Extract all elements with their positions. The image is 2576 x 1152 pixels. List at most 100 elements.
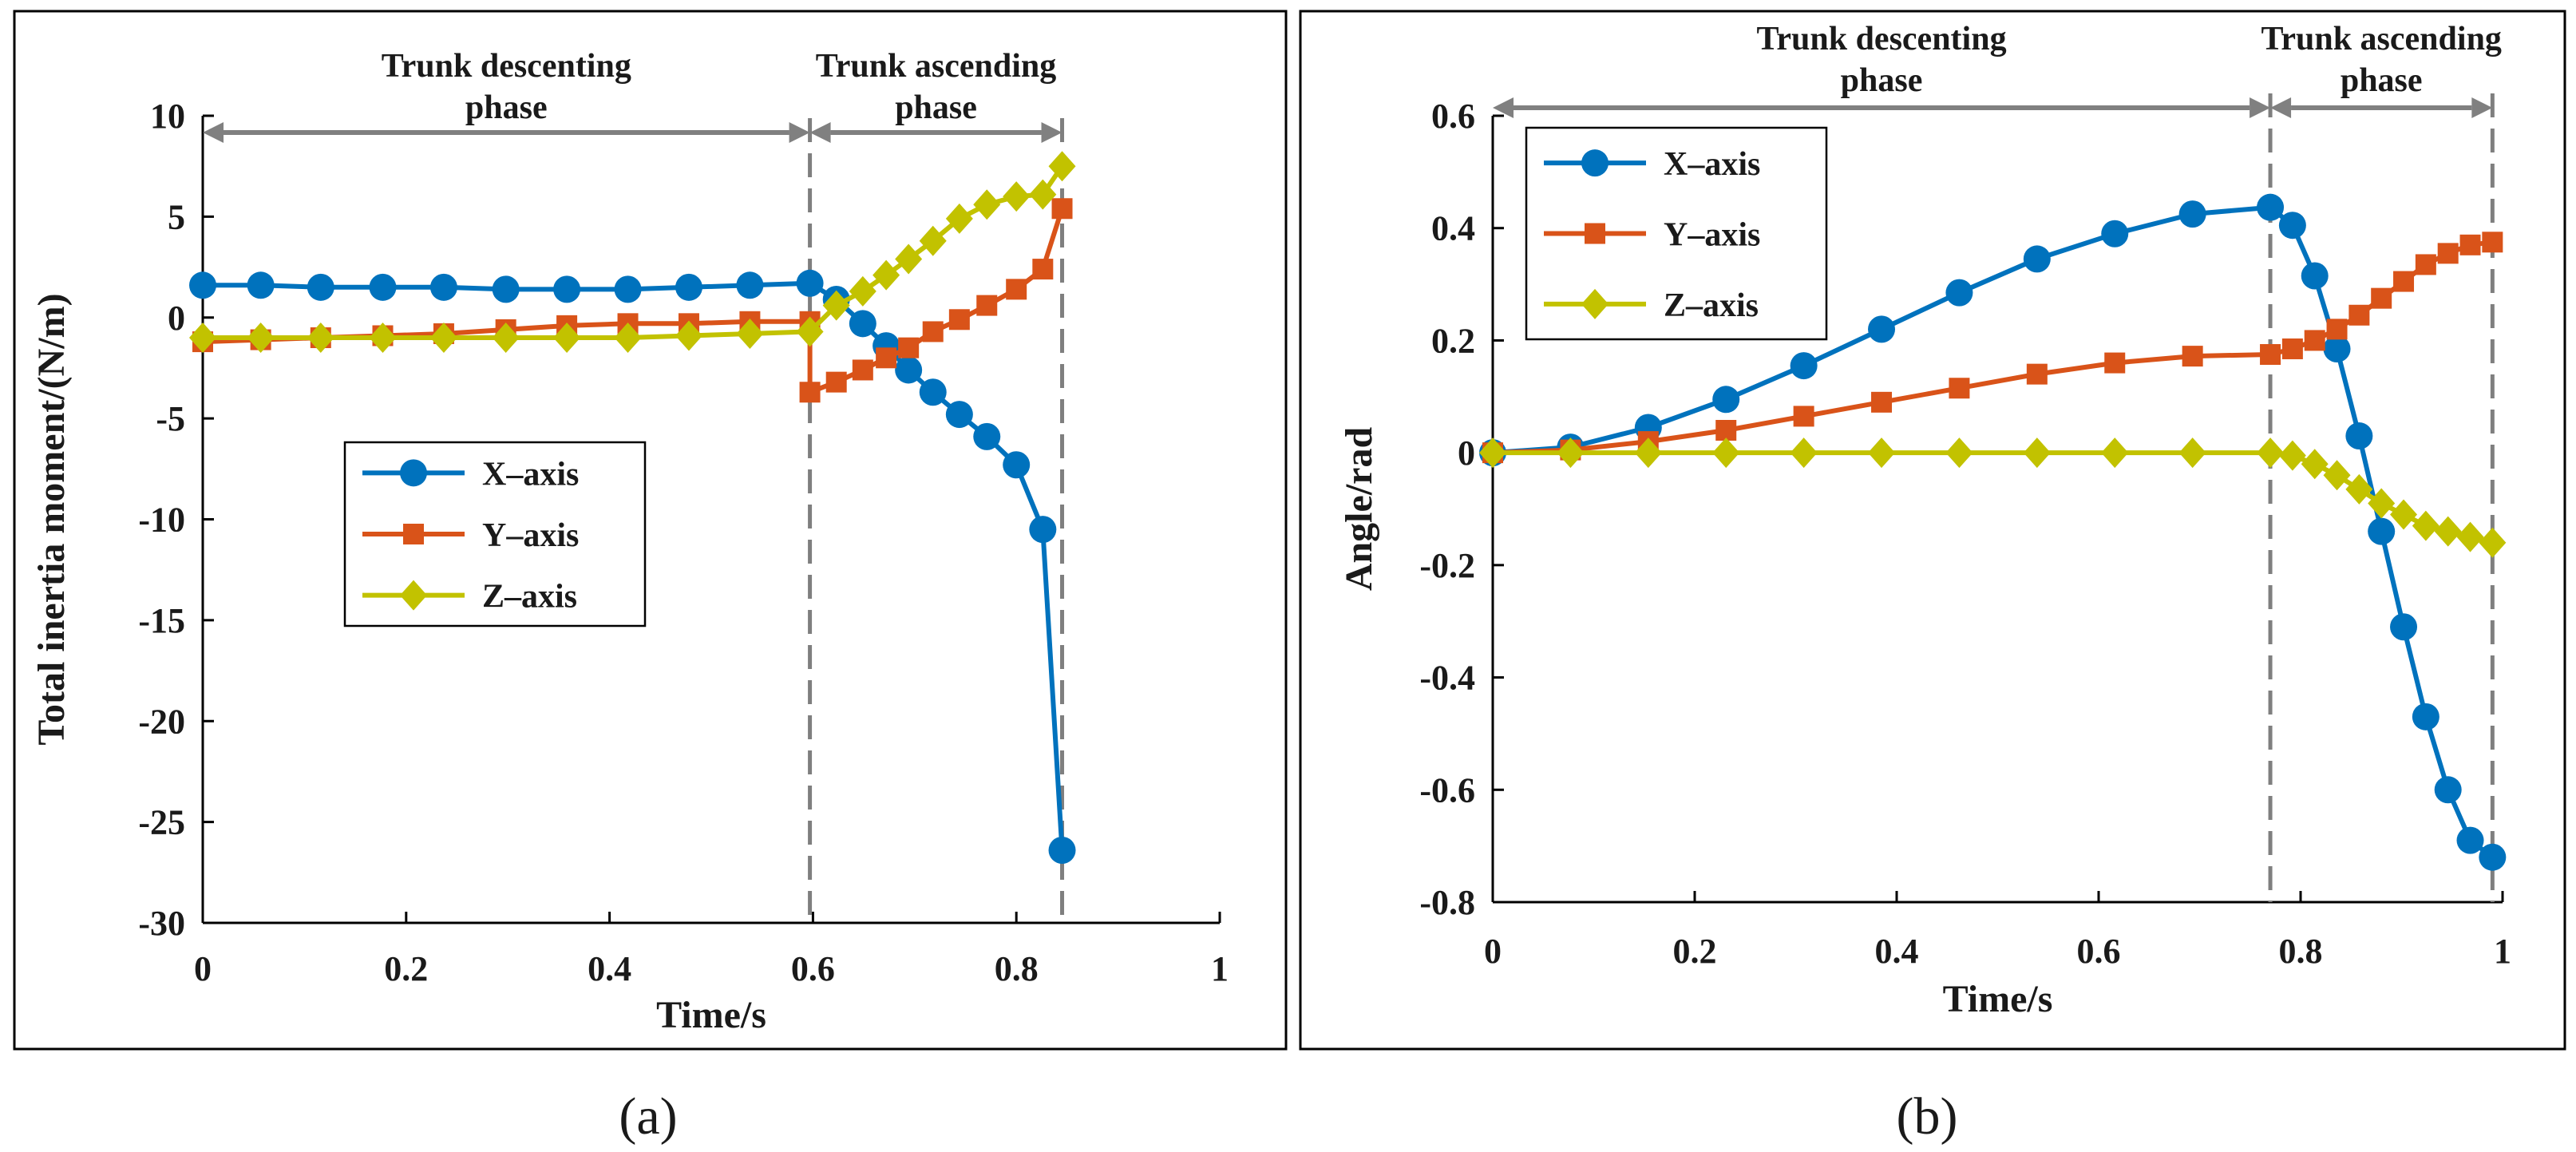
- y-tick-label: -0.8: [1419, 883, 1475, 922]
- data-point-diamond: [849, 275, 876, 307]
- data-point-circle: [849, 310, 876, 338]
- data-point-square: [1032, 259, 1054, 280]
- data-point-square: [2415, 254, 2436, 275]
- data-point-circle: [2479, 843, 2507, 871]
- phase-arrowhead-right: [2250, 97, 2271, 118]
- data-point-square: [2104, 352, 2126, 374]
- panel-frame: [1299, 10, 2566, 1051]
- legend-label: Z–axis: [482, 579, 577, 616]
- phase-label-line2: phase: [2341, 62, 2423, 99]
- series-diamond: [1479, 437, 2507, 558]
- data-point-square: [976, 295, 998, 316]
- panel-label: (a): [619, 1087, 677, 1146]
- data-point-diamond: [2345, 473, 2373, 505]
- y-tick-label: -10: [138, 501, 185, 540]
- data-point-diamond: [796, 316, 824, 347]
- series-line: [202, 208, 1065, 395]
- data-point-diamond: [1868, 437, 1896, 469]
- data-point-diamond: [2301, 449, 2329, 480]
- series-diamond: [189, 151, 1076, 354]
- data-point-circle: [247, 271, 275, 299]
- data-point-diamond: [736, 318, 764, 349]
- phase-label: Trunk descenting: [382, 48, 631, 85]
- data-point-diamond: [2368, 488, 2396, 519]
- data-point-diamond: [2412, 510, 2439, 541]
- data-point-circle: [1945, 279, 1973, 307]
- x-tick-label: 0.4: [588, 949, 631, 988]
- data-point-diamond: [1479, 437, 1506, 469]
- chart-panel-0: 0 0.2 0.4 0.6 0.8 1 10 5 0 -5 -10 -15 -20 -25 -30 Time/…: [13, 10, 1288, 1146]
- data-point-circle: [2023, 245, 2051, 273]
- data-point-diamond: [895, 243, 923, 275]
- data-point-diamond: [2101, 437, 2129, 469]
- data-point-diamond: [2178, 437, 2206, 469]
- x-tick-label: 0.6: [2077, 932, 2121, 971]
- data-point-square: [2304, 330, 2325, 351]
- chart-panel-1: 0 0.2 0.4 0.6 0.8 1 0.6 0.4 0.2 0 -0.2 -0.4 -0.6 -0.8…: [1299, 10, 2566, 1146]
- y-tick-label: -5: [156, 399, 185, 438]
- data-point-square: [948, 309, 970, 331]
- data-point-diamond: [2479, 527, 2507, 558]
- y-tick-label: 10: [150, 97, 185, 136]
- data-point-circle: [189, 271, 216, 299]
- data-point-diamond: [1581, 288, 1609, 319]
- data-point-diamond: [247, 323, 275, 354]
- data-point-circle: [1868, 315, 1896, 343]
- data-point-circle: [945, 401, 973, 429]
- phase-arrowhead-right: [1041, 122, 1062, 143]
- data-point-circle: [675, 273, 702, 301]
- data-point-diamond: [2456, 521, 2484, 552]
- data-point-circle: [973, 422, 1001, 450]
- data-point-circle: [429, 273, 457, 301]
- phase-arrowhead-right: [789, 122, 810, 143]
- data-point-circle: [2178, 200, 2206, 228]
- data-point-circle: [614, 275, 642, 303]
- data-point-circle: [1048, 837, 1076, 865]
- phase-label: Trunk ascending: [816, 48, 1057, 85]
- phase-arrowhead-left: [1493, 97, 1514, 118]
- data-point-square: [2482, 232, 2503, 253]
- data-point-circle: [1712, 386, 1740, 414]
- data-point-diamond: [400, 580, 427, 611]
- data-point-diamond: [1557, 437, 1585, 469]
- data-point-circle: [2368, 517, 2396, 545]
- data-point-circle: [1581, 149, 1609, 177]
- legend-label: X–axis: [1664, 146, 1760, 183]
- x-tick-label: 1: [1211, 949, 1229, 988]
- data-point-diamond: [189, 323, 216, 354]
- legend: X–axis Y–axis Z–axis: [1525, 126, 1828, 341]
- y-tick-label: -15: [138, 601, 185, 640]
- phase-arrowhead-left: [2270, 97, 2292, 118]
- phase-arrowhead-left: [203, 122, 224, 143]
- data-point-diamond: [1712, 437, 1740, 469]
- data-point-square: [922, 321, 944, 342]
- data-point-diamond: [973, 189, 1001, 220]
- data-point-square: [2393, 271, 2415, 292]
- phase-arrowhead-left: [809, 122, 831, 143]
- data-point-square: [2026, 363, 2048, 385]
- data-point-circle: [553, 275, 581, 303]
- data-point-diamond: [492, 323, 520, 354]
- data-point-diamond: [1048, 151, 1076, 182]
- legend-label: Z–axis: [1664, 287, 1759, 324]
- data-point-circle: [2301, 262, 2329, 290]
- data-point-circle: [796, 269, 824, 297]
- data-point-square: [1715, 420, 1737, 441]
- x-tick-label: 0.8: [2279, 932, 2323, 971]
- data-point-diamond: [429, 323, 457, 354]
- data-point-diamond: [369, 323, 397, 354]
- data-point-square: [2182, 346, 2203, 367]
- phase-label: Trunk ascending: [2261, 21, 2502, 57]
- data-point-circle: [2257, 193, 2285, 221]
- phase-label: Trunk descenting: [1756, 21, 2006, 57]
- data-point-circle: [307, 273, 334, 301]
- y-tick-label: -0.4: [1419, 659, 1475, 698]
- series-line: [1493, 450, 2494, 545]
- data-point-circle: [1003, 451, 1031, 479]
- data-point-circle: [2412, 703, 2439, 730]
- y-axis-title: Total inertia moment/(N/m): [30, 293, 73, 745]
- data-point-square: [1871, 391, 1893, 413]
- series-circle: [1479, 193, 2507, 871]
- data-point-circle: [919, 378, 947, 406]
